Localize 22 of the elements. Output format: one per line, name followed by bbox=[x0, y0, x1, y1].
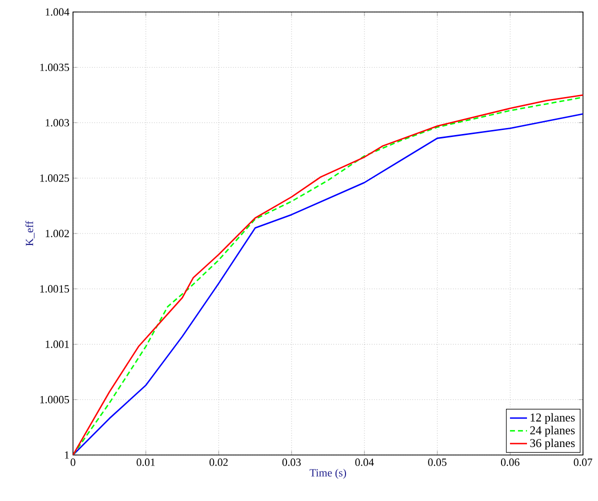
y-tick-label: 1.0015 bbox=[40, 285, 70, 293]
y-tick-label: 1 bbox=[64, 451, 69, 459]
legend-label: 36 planes bbox=[530, 438, 575, 450]
x-tick-label: 0.07 bbox=[574, 458, 592, 466]
y-tick-label: 1.0025 bbox=[40, 174, 70, 182]
x-axis-title: Time (s) bbox=[310, 468, 346, 479]
y-tick-label: 1.002 bbox=[46, 230, 69, 238]
x-tick-label: 0.05 bbox=[428, 458, 446, 466]
x-tick-label: 0.02 bbox=[210, 458, 228, 466]
legend-label: 24 planes bbox=[530, 426, 575, 437]
y-tick-label: 1.0005 bbox=[40, 396, 70, 404]
y-tick-label: 1.0035 bbox=[40, 64, 70, 72]
legend-label: 12 planes bbox=[530, 413, 575, 424]
y-tick-label: 1.001 bbox=[46, 340, 69, 348]
x-tick-label: 0.03 bbox=[282, 458, 301, 466]
x-tick-label: 0.04 bbox=[355, 458, 374, 466]
y-tick-label: 1.004 bbox=[46, 8, 70, 16]
y-tick-label: 1.003 bbox=[46, 119, 70, 126]
x-tick-label: 0 bbox=[70, 458, 76, 466]
x-tick-label: 0.06 bbox=[500, 458, 520, 466]
x-tick-label: 0.01 bbox=[136, 458, 155, 466]
y-axis-title: K_eff bbox=[25, 220, 34, 246]
